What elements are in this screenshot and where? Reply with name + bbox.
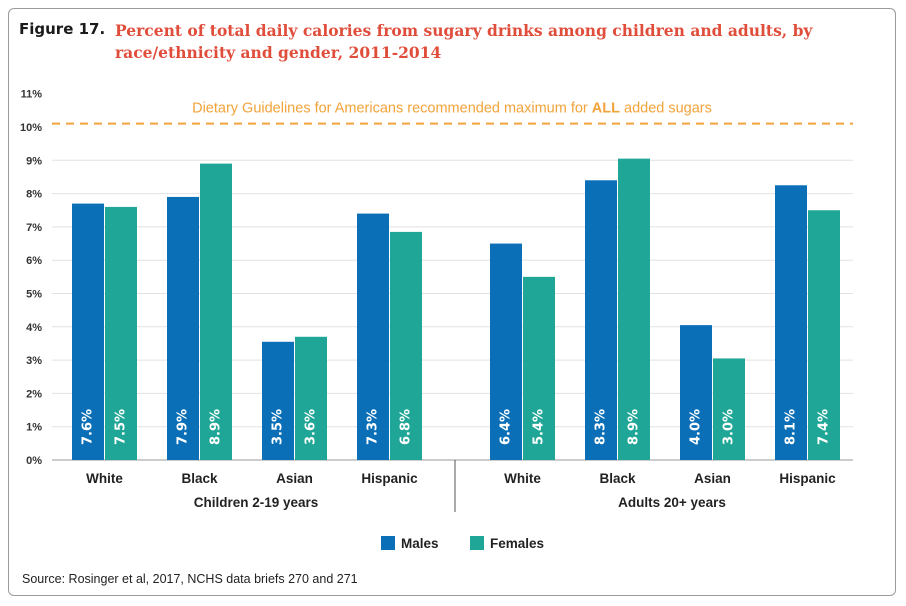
data-label: 7.5% [114,409,129,445]
bar-females [390,231,422,460]
bar-males [72,203,104,460]
bar-males [262,341,294,460]
legend-swatch-females [470,536,484,550]
data-label: 7.3% [366,409,381,445]
group-label: Adults 20+ years [618,495,726,510]
bar-females [295,336,327,460]
data-label: 7.4% [817,409,832,445]
data-label: 7.6% [81,409,96,445]
bar-males [357,213,389,460]
y-tick-label: 5% [26,289,42,301]
y-tick-label: 7% [26,222,42,234]
x-tick-label: Black [599,471,636,486]
data-label: 3.5% [271,409,286,445]
data-label: 8.9% [627,409,642,445]
y-tick-label: 8% [26,189,42,201]
y-tick-label: 3% [26,355,42,367]
y-tick-label: 2% [26,388,42,400]
y-tick-label: 4% [26,322,42,334]
bar-females [105,206,137,460]
x-tick-label: Asian [694,471,731,486]
y-tick-label: 6% [26,255,42,267]
figure-title: Percent of total daily calories from sug… [115,21,813,62]
bar-males [775,185,807,460]
y-tick-label: 0% [26,455,42,467]
y-tick-label: 9% [26,155,42,167]
bar-males [167,196,199,460]
guideline-label: Dietary Guidelines for Americans recomme… [192,101,712,117]
legend-swatch-males [381,536,395,550]
x-tick-label: White [86,471,123,486]
legend-label-males: Males [401,536,439,551]
bar-males [585,180,617,460]
figure-label: Figure 17. [19,20,106,38]
y-tick-label: 10% [20,122,42,134]
y-tick-label: 1% [26,422,42,434]
legend-label-females: Females [490,536,544,551]
data-label: 4.0% [689,409,704,445]
bar-females [200,163,232,460]
bar-females [808,210,840,460]
data-label: 7.9% [176,409,191,445]
data-label: 8.1% [784,409,799,445]
x-tick-label: White [504,471,541,486]
x-tick-label: Hispanic [779,471,836,486]
bar-females [618,158,650,460]
y-tick-label: 11% [21,89,43,101]
data-label: 3.0% [722,409,737,445]
bar-females [523,276,555,460]
data-label: 6.8% [399,409,414,445]
x-tick-label: Hispanic [361,471,418,486]
data-label: 6.4% [499,409,514,445]
bar-males [680,325,712,460]
x-tick-label: Black [181,471,218,486]
data-label: 3.6% [304,409,319,445]
figure-frame [8,8,896,596]
data-label: 8.9% [209,409,224,445]
data-label: 5.4% [532,409,547,445]
group-label: Children 2-19 years [194,495,319,510]
bar-males [490,243,522,460]
data-label: 8.3% [594,409,609,445]
x-tick-label: Asian [276,471,313,486]
bar-females [713,358,745,460]
source-note: Source: Rosinger et al, 2017, NCHS data … [22,572,358,586]
